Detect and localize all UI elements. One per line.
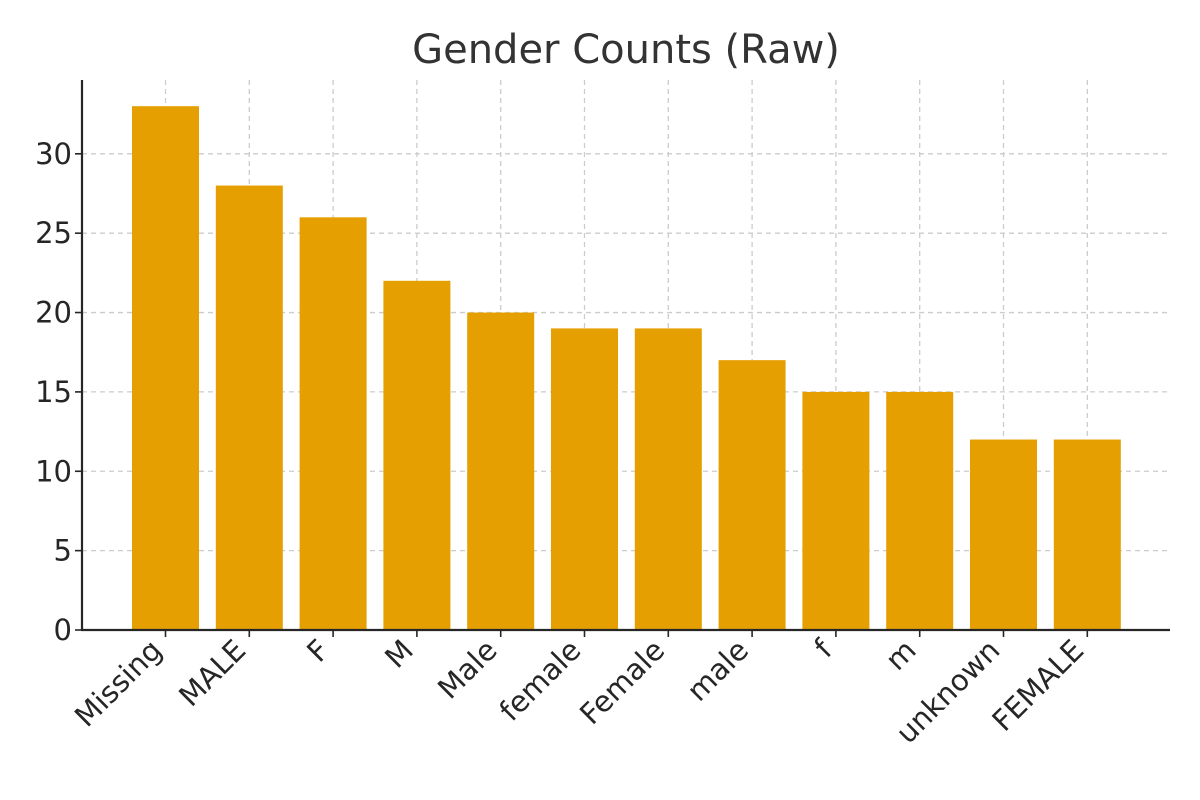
y-tick-label: 5 (54, 534, 72, 568)
bar-f (299, 217, 367, 631)
x-tick-label: FEMALE (985, 633, 1090, 738)
x-tick-label: M (378, 633, 420, 675)
y-tick-label: 30 (35, 137, 72, 171)
y-tick-label: 15 (35, 375, 72, 409)
x-tick-label: MALE (172, 633, 252, 713)
x-tick-label: m (879, 633, 923, 677)
bar-female (1053, 439, 1121, 630)
bar-female (551, 328, 618, 630)
x-tick-label: Male (431, 633, 504, 706)
x-tick-label: female (493, 633, 588, 728)
bar-female (634, 328, 702, 630)
y-axis-ticks: 0 5 10 15 20 25 30 (35, 137, 82, 647)
y-tick-label: 10 (35, 454, 72, 488)
bar-m (886, 391, 954, 630)
bar-f (802, 391, 870, 630)
x-tick-label: Missing (68, 633, 169, 734)
bar-missing (132, 106, 199, 630)
chart-title: Gender Counts (Raw) (412, 27, 840, 73)
bars (132, 106, 1121, 631)
x-tick-label: Female (573, 633, 671, 731)
bar-male (215, 185, 283, 631)
bar-male (718, 360, 786, 630)
bar-male (467, 312, 535, 630)
bar-unknown (970, 439, 1037, 630)
x-tick-label: male (680, 633, 755, 708)
x-tick-label: f (808, 632, 840, 664)
x-tick-label: F (300, 633, 336, 669)
y-tick-label: 25 (35, 216, 72, 250)
bar-m (383, 280, 451, 630)
y-tick-label: 0 (54, 613, 72, 647)
axes (80, 80, 1170, 632)
y-tick-label: 20 (35, 296, 72, 330)
